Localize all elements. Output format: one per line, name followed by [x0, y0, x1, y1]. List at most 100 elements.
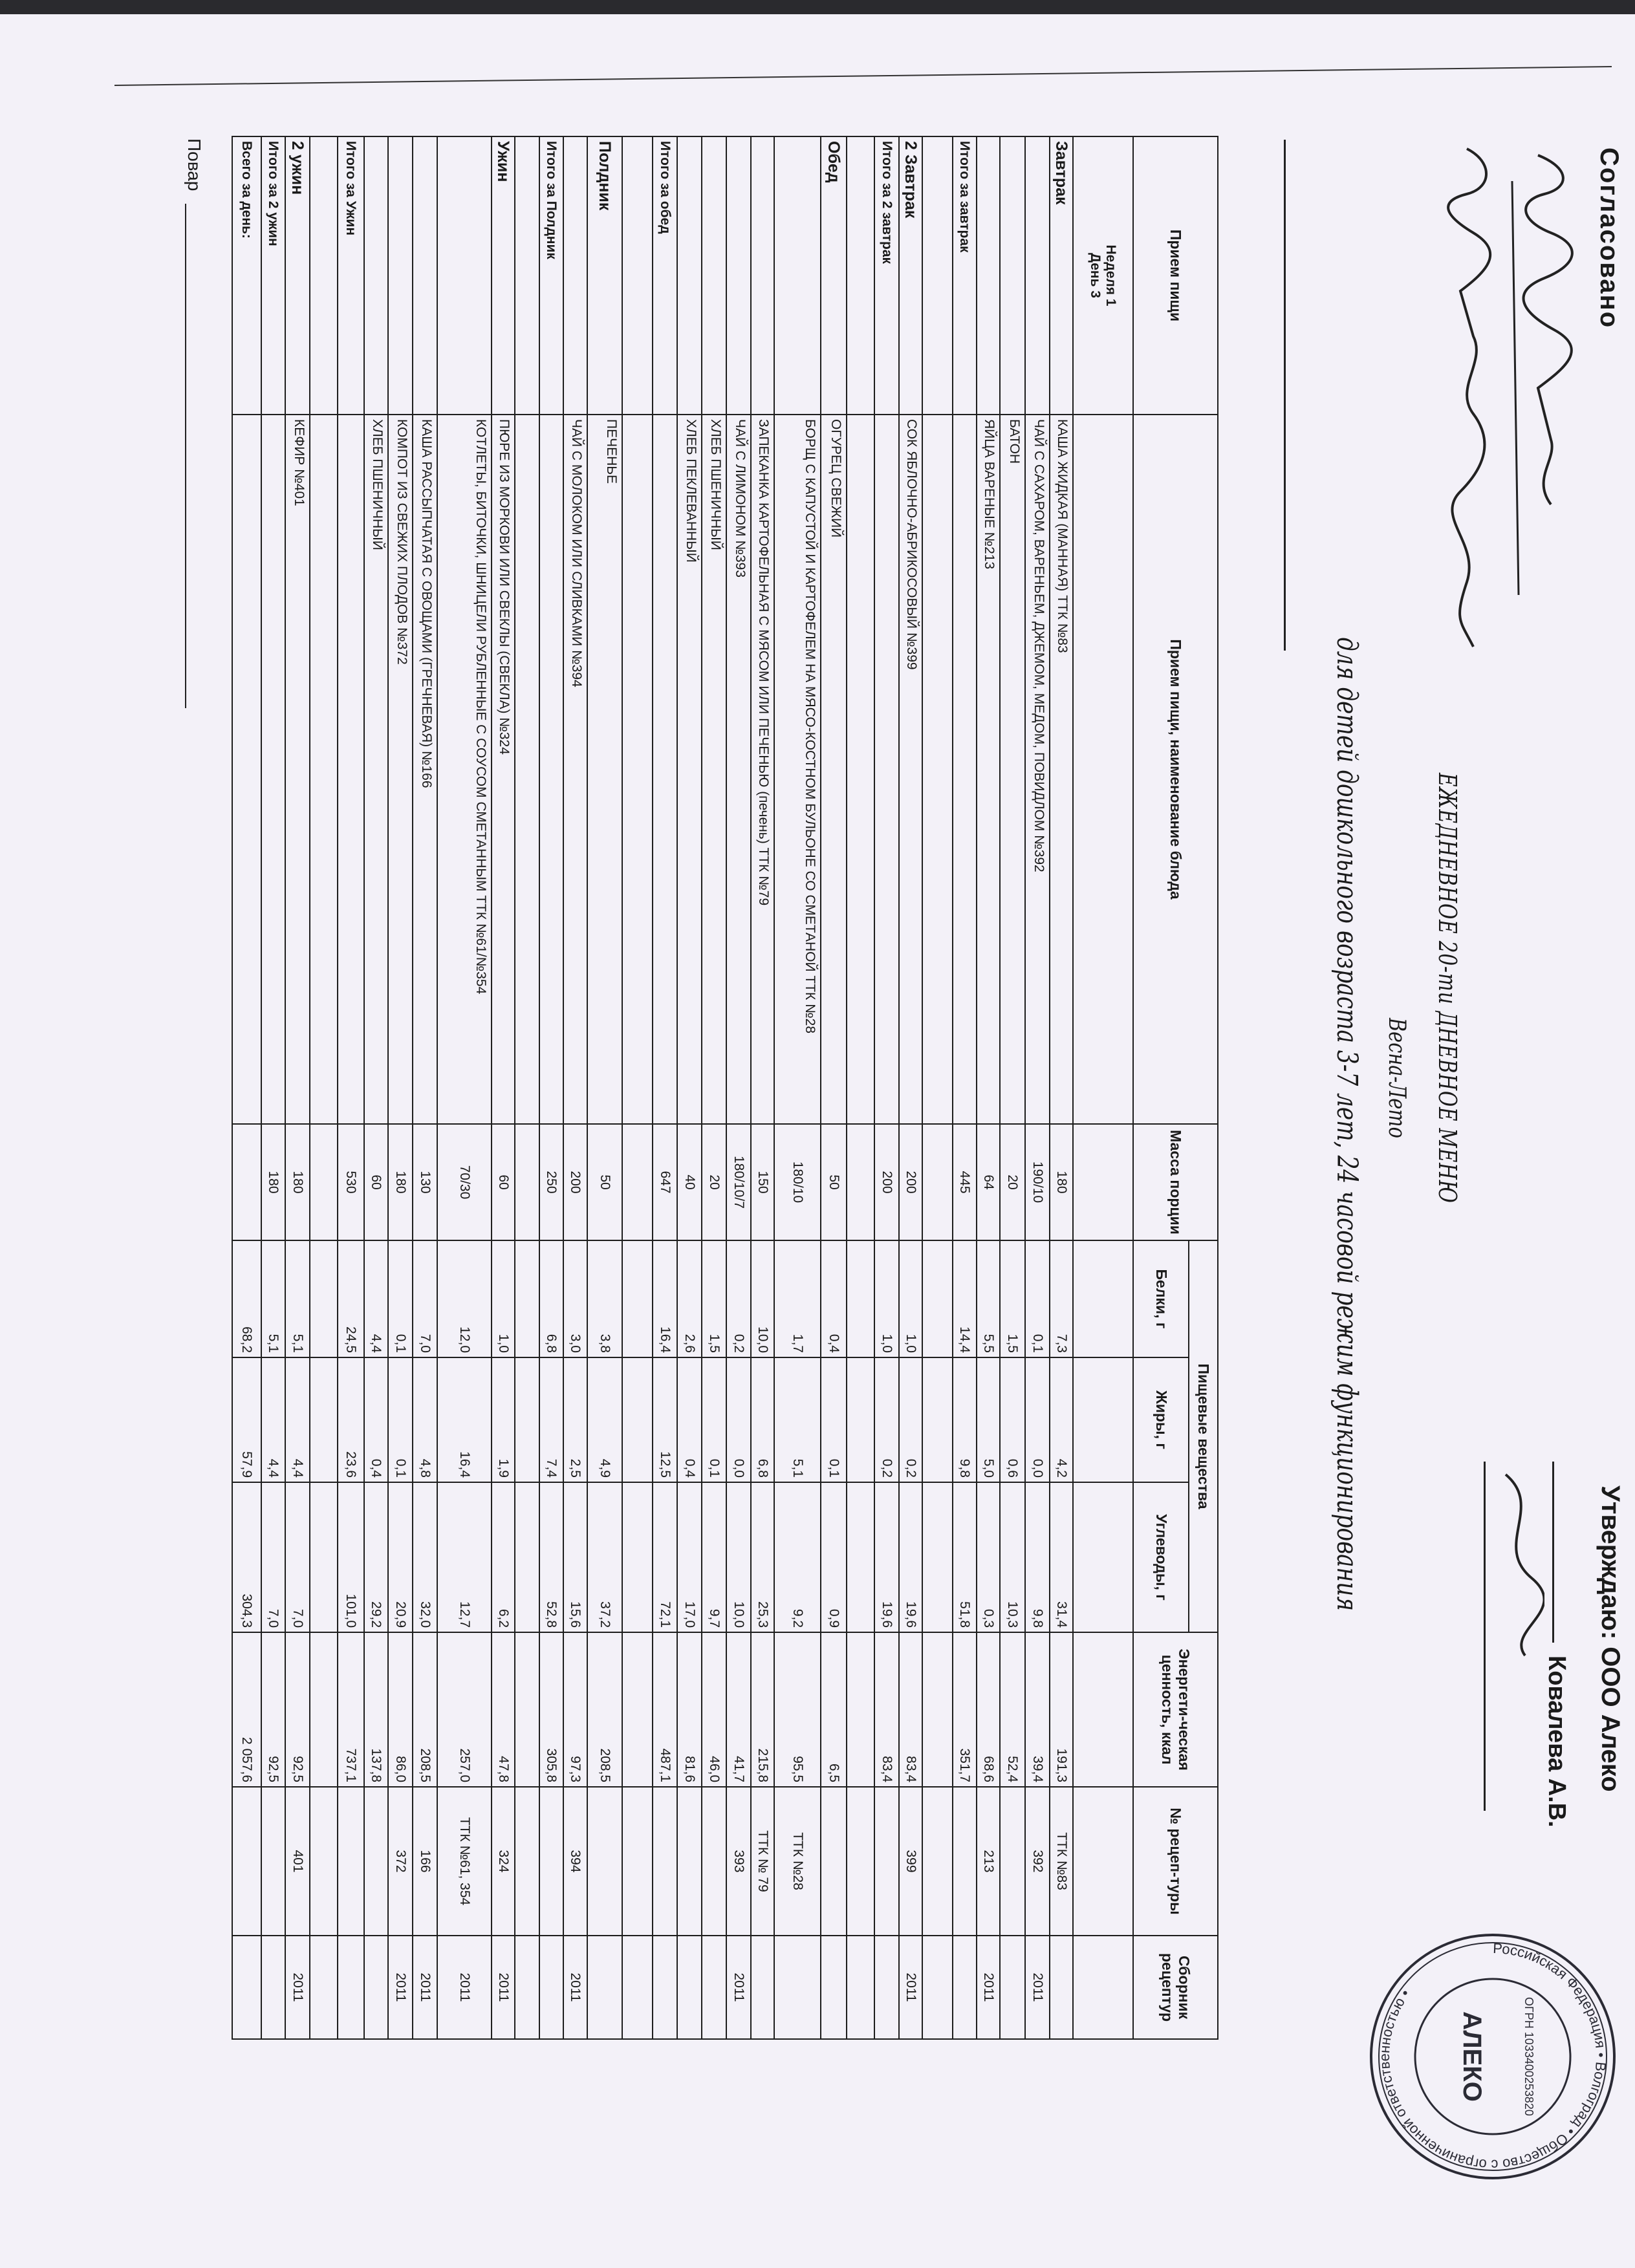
table-row: КОМПОТ ИЗ СВЕЖИХ ПЛОДОВ №372 180 0,1 0,1 20,…: [388, 136, 413, 2040]
cell-collection: 2011: [413, 1936, 437, 2040]
cell-energy: 487,1: [653, 1632, 677, 1787]
table-total-row: Всего за день: 68,2 57,9 304,3 2 057,6: [232, 136, 261, 2040]
cell-dish: ЧАЙ С ЛИМОНОМ №393: [726, 415, 751, 1124]
cell-dish: ПЕЧЕНЬЕ: [587, 415, 622, 1124]
cell-fat: 5,1: [774, 1357, 821, 1482]
cell-recipe: 393: [726, 1787, 751, 1936]
cell-fat: 0,6: [1000, 1357, 1025, 1482]
cell-recipe: 213: [977, 1787, 1000, 1936]
cell-protein: [310, 1240, 338, 1357]
table-row: БОРЩ С КАПУСТОЙ И КАРТОФЕЛЕМ НА МЯСО-КОС…: [774, 136, 821, 2040]
week-label: Неделя 1: [1103, 244, 1119, 307]
cell-collection: [310, 1936, 338, 2040]
meal-label: [726, 136, 751, 415]
meal-label: Полдник: [587, 136, 622, 415]
cell-mass: 50: [587, 1124, 622, 1240]
cell-collection: [751, 1936, 774, 2040]
cell-carbs: 10,3: [1000, 1482, 1025, 1633]
cell-recipe: 324: [492, 1787, 515, 1936]
cell-carbs: 101,0: [338, 1482, 364, 1633]
cell-protein: 12,0: [437, 1240, 492, 1357]
cell-energy: 47,8: [492, 1632, 515, 1787]
cell-carbs: [310, 1482, 338, 1633]
meal-label: [922, 136, 953, 415]
cell-protein: 5,1: [285, 1240, 310, 1357]
cell-collection: 2011: [437, 1936, 492, 2040]
cell-recipe: [653, 1787, 677, 1936]
cell-dish: КЕФИР №401: [285, 415, 310, 1124]
cell-protein: 14,4: [953, 1240, 977, 1357]
cell-mass: 40: [677, 1124, 702, 1240]
cell-recipe: [261, 1787, 285, 1936]
cell-protein: 16,4: [653, 1240, 677, 1357]
table-row: ЧАЙ С МОЛОКОМ ИЛИ СЛИВКАМИ №394 200 3,0 2,5…: [563, 136, 587, 2040]
cell-fat: 5,0: [977, 1357, 1000, 1482]
table-row: Неделя 1 День 3: [1073, 136, 1133, 2040]
table-row: [922, 136, 953, 2040]
cell-dish: [261, 415, 285, 1124]
cell-mass: 190/10: [1025, 1124, 1050, 1240]
cell-carbs: 19,6: [899, 1482, 922, 1633]
cell-dish: ХЛЕБ ПШЕНИЧНЫЙ: [364, 415, 388, 1124]
cell-protein: 1,7: [774, 1240, 821, 1357]
cell-recipe: 372: [388, 1787, 413, 1936]
table-row: ЗАПЕКАНКА КАРТОФЕЛЬНАЯ С МЯСОМ ИЛИ ПЕЧЕН…: [751, 136, 774, 2040]
cell-recipe: ТТК №28: [774, 1787, 821, 1936]
meal-label: [751, 136, 774, 415]
cell-dish: [922, 415, 953, 1124]
stamp-ogrn: ОГРН 1033400253820: [1522, 1997, 1535, 2116]
season-label: Весна-Лето: [1383, 1018, 1410, 1138]
meal-label: 2 ужин: [285, 136, 310, 415]
meal-label: Ужин: [492, 136, 515, 415]
cell-recipe: [539, 1787, 563, 1936]
cell-fat: [515, 1357, 539, 1482]
cell-collection: [1000, 1936, 1025, 2040]
stamp-name: АЛЕКО: [1458, 2011, 1486, 2102]
cell-energy: 2 057,6: [232, 1632, 261, 1787]
cell-dish: [338, 415, 364, 1124]
cell-energy: 41,7: [726, 1632, 751, 1787]
cell-carbs: [847, 1482, 874, 1633]
table-row: БАТОН 20 1,5 0,6 10,3 52,4: [1000, 136, 1025, 2040]
cell-protein: 7,3: [1050, 1240, 1073, 1357]
cell-energy: 86,0: [388, 1632, 413, 1787]
cell-carbs: 304,3: [232, 1482, 261, 1633]
cell-collection: 2011: [899, 1936, 922, 2040]
cell-collection: [677, 1936, 702, 2040]
cell-dish: [232, 415, 261, 1124]
cell-recipe: 166: [413, 1787, 437, 1936]
cell-dish: [847, 415, 874, 1124]
cell-dish: КОТЛЕТЫ, БИТОЧКИ, ШНИЦЕЛИ РУБЛЕННЫЕ С СО…: [437, 415, 492, 1124]
cell-recipe: 399: [899, 1787, 922, 1936]
cell-recipe: [515, 1787, 539, 1936]
cell-fat: [847, 1357, 874, 1482]
cell-recipe: 392: [1025, 1787, 1050, 1936]
meal-label: [310, 136, 338, 415]
cell-protein: [922, 1240, 953, 1357]
meal-label: [622, 136, 653, 415]
cell-recipe: [874, 1787, 899, 1936]
cell-recipe: ТТК №61, 354: [437, 1787, 492, 1936]
cell-fat: 23,6: [338, 1357, 364, 1482]
cell-fat: 12,5: [653, 1357, 677, 1482]
cell-energy: 6,5: [821, 1632, 847, 1787]
cell-mass: [847, 1124, 874, 1240]
cell-fat: 0,1: [702, 1357, 726, 1482]
table-row: ХЛЕБ ПШЕНИЧНЫЙ 20 1,5 0,1 9,7 46,0: [702, 136, 726, 2040]
cell-dish: КАША ЖИДКАЯ (МАННАЯ) ТТК №83: [1050, 415, 1073, 1124]
cell-carbs: 17,0: [677, 1482, 702, 1633]
cell-fat: 1,9: [492, 1357, 515, 1482]
cell-protein: 10,0: [751, 1240, 774, 1357]
cell-fat: 2,5: [563, 1357, 587, 1482]
cell-collection: 2011: [1025, 1936, 1050, 2040]
cell-fat: 0,2: [899, 1357, 922, 1482]
cell-carbs: 9,8: [1025, 1482, 1050, 1633]
table-total-row: Итого за завтрак 445 14,4 9,8 51,8 351,7: [953, 136, 977, 2040]
cell-protein: 3,8: [587, 1240, 622, 1357]
cell-protein: 1,0: [899, 1240, 922, 1357]
cell-carbs: 7,0: [285, 1482, 310, 1633]
cell-carbs: 9,7: [702, 1482, 726, 1633]
approver-signature-line: [1552, 1462, 1554, 1643]
cell-carbs: 9,2: [774, 1482, 821, 1633]
cell-dish: ХЛЕБ ПШЕНИЧНЫЙ: [702, 415, 726, 1124]
